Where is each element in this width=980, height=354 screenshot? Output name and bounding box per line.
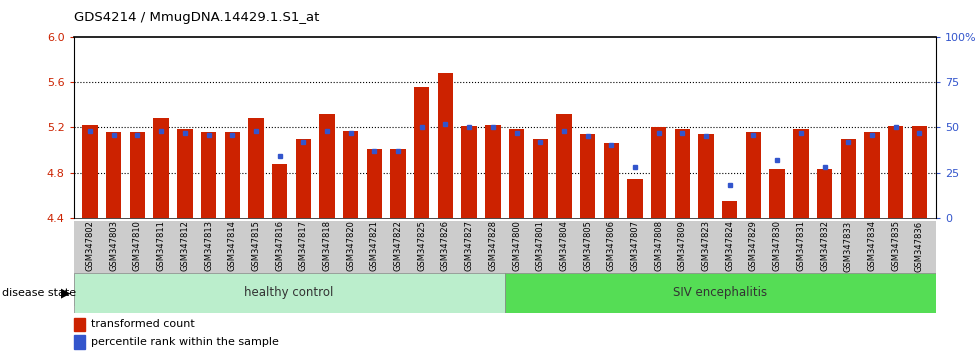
Bar — [864, 132, 880, 218]
Bar — [769, 169, 785, 218]
Text: disease state: disease state — [2, 288, 76, 298]
Bar — [793, 129, 808, 218]
Bar — [911, 126, 927, 218]
Bar — [438, 73, 453, 218]
Bar — [74, 318, 85, 331]
Bar — [604, 143, 619, 218]
Bar — [390, 149, 406, 218]
Bar — [674, 129, 690, 218]
Bar — [888, 126, 904, 218]
Bar — [532, 139, 548, 218]
Bar — [224, 132, 240, 218]
Bar — [462, 126, 477, 218]
Bar — [74, 273, 505, 313]
Bar — [74, 335, 85, 349]
Bar — [627, 179, 643, 218]
Text: transformed count: transformed count — [91, 319, 195, 329]
Bar — [505, 273, 936, 313]
Bar — [201, 132, 217, 218]
Bar — [154, 118, 169, 218]
Text: percentile rank within the sample: percentile rank within the sample — [91, 337, 279, 347]
Text: SIV encephalitis: SIV encephalitis — [673, 286, 767, 299]
Bar — [722, 201, 738, 218]
Text: ▶: ▶ — [61, 286, 71, 299]
Bar — [248, 118, 264, 218]
Bar — [557, 114, 571, 218]
Bar — [651, 127, 666, 218]
Text: GDS4214 / MmugDNA.14429.1.S1_at: GDS4214 / MmugDNA.14429.1.S1_at — [74, 11, 318, 24]
Bar — [699, 134, 713, 218]
Text: healthy control: healthy control — [244, 286, 334, 299]
Bar — [415, 87, 429, 218]
Bar — [367, 149, 382, 218]
Bar — [746, 132, 761, 218]
Bar — [177, 129, 192, 218]
Bar — [296, 139, 311, 218]
Bar — [82, 125, 98, 218]
Bar — [580, 134, 595, 218]
Bar — [817, 169, 832, 218]
Bar — [485, 125, 501, 218]
Bar — [319, 114, 335, 218]
Bar — [106, 132, 122, 218]
Bar — [271, 164, 287, 218]
Bar — [841, 139, 856, 218]
Bar — [129, 132, 145, 218]
Bar — [509, 129, 524, 218]
Bar — [343, 131, 359, 218]
